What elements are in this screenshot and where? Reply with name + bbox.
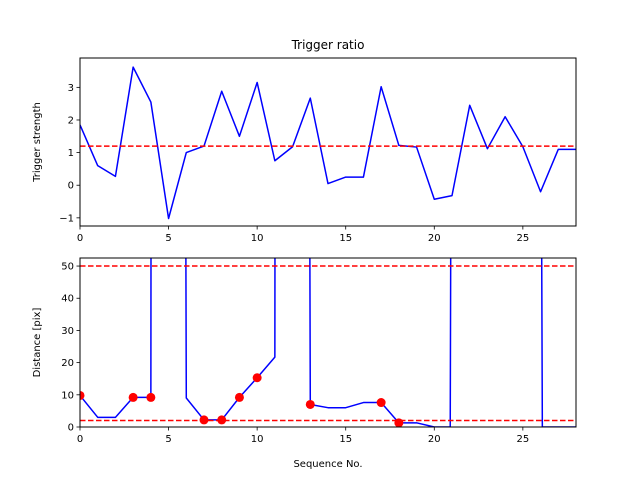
bottom-y-tick-label: 50 — [61, 262, 74, 273]
bottom-marker-point — [394, 418, 404, 427]
bottom-x-tick-label: 15 — [339, 434, 352, 445]
bottom-y-tick-label: 30 — [61, 326, 74, 337]
top-chart-title: Trigger ratio — [291, 38, 365, 52]
bottom-marker-point — [252, 373, 262, 383]
bottom-plot-background — [80, 258, 576, 427]
top-x-tick-label: 25 — [516, 233, 529, 244]
bottom-axes-frame — [79, 257, 577, 428]
bottom-y-tick-label: 0 — [68, 423, 74, 434]
bottom-x-tick-label: 20 — [428, 434, 441, 445]
top-y-tick-label: 2 — [68, 115, 74, 126]
bottom-x-tick-label: 0 — [77, 434, 83, 445]
top-y-tick-label: 3 — [68, 83, 74, 94]
bottom-x-tick-label: 10 — [251, 434, 264, 445]
bottom-marker-point — [128, 392, 138, 402]
top-x-tick-label: 20 — [428, 233, 441, 244]
bottom-marker-point — [146, 392, 156, 402]
bottom-marker-point — [80, 390, 85, 400]
bottom-x-tick-label: 5 — [165, 434, 171, 445]
top-x-tick-label: 0 — [77, 233, 83, 244]
bottom-x-tick-label: 25 — [516, 434, 529, 445]
top-y-tick-label: −1 — [59, 213, 74, 224]
bottom-y-tick-label: 20 — [61, 358, 74, 369]
bottom-marker-point — [217, 415, 227, 425]
top-y-axis-label: Trigger strength — [32, 102, 43, 183]
bottom-marker-point — [305, 399, 315, 409]
top-x-tick-label: 10 — [251, 233, 264, 244]
bottom-x-axis-label: Sequence No. — [293, 459, 362, 470]
top-axes-frame — [79, 57, 577, 227]
bottom-y-tick-label: 40 — [61, 294, 74, 305]
top-series-line-0 — [80, 66, 576, 220]
top-y-tick-label: 1 — [68, 148, 74, 159]
bottom-marker-point — [234, 392, 244, 402]
top-y-tick-label: 0 — [68, 181, 74, 192]
top-x-tick-label: 5 — [165, 233, 171, 244]
distance-chart: 0 5 10 15 20 25 0 10 20 30 40 50 Sequence No. Distanc… — [32, 257, 577, 470]
bottom-marker-point — [199, 415, 209, 425]
bottom-marker-point — [376, 398, 386, 408]
top-x-tick-label: 15 — [339, 233, 352, 244]
bottom-y-axis-label: Distance [pix] — [32, 308, 43, 378]
bottom-y-tick-label: 10 — [61, 390, 74, 401]
